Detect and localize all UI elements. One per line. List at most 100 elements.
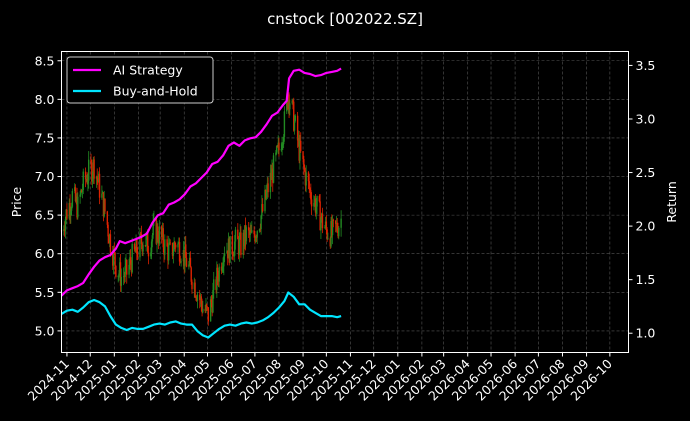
price-body <box>325 221 328 230</box>
price-body <box>207 307 209 322</box>
price-body <box>84 171 87 180</box>
price-body <box>147 252 150 257</box>
price-body <box>261 204 264 212</box>
grid-lines <box>61 51 629 353</box>
price-body <box>267 183 269 193</box>
left-tick-label: 7.0 <box>35 169 55 184</box>
price-body <box>331 221 333 236</box>
price-body <box>281 144 283 150</box>
price-body <box>79 194 81 197</box>
price-body <box>196 294 199 301</box>
price-body <box>75 196 77 202</box>
price-body <box>313 202 315 207</box>
price-body <box>238 237 241 255</box>
price-body <box>283 111 286 137</box>
price-body <box>327 238 329 240</box>
price-body <box>282 144 284 145</box>
price-body <box>300 140 302 152</box>
left-tick-label: 8.0 <box>35 92 55 107</box>
price-body <box>80 189 82 195</box>
price-body <box>256 231 258 238</box>
right-tick-label: 1.0 <box>636 326 656 341</box>
price-body <box>150 241 153 253</box>
price-body <box>216 267 218 290</box>
left-tick-label: 8.5 <box>35 53 55 68</box>
price-body <box>315 206 317 213</box>
price-body <box>136 239 138 255</box>
price-body <box>255 237 258 238</box>
chart-title: cnstock [002022.SZ] <box>267 10 423 28</box>
price-body <box>91 162 93 182</box>
right-tick-label: 2.5 <box>636 165 656 180</box>
price-body <box>95 176 98 179</box>
price-body <box>309 189 311 191</box>
price-body <box>168 242 171 245</box>
price-body <box>291 100 293 104</box>
price-body <box>310 190 312 200</box>
price-body <box>101 193 103 198</box>
price-body <box>107 224 109 237</box>
price-body <box>155 218 157 244</box>
left-tick-label: 5.5 <box>35 285 55 300</box>
price-body <box>68 202 70 219</box>
legend-box <box>66 56 214 104</box>
price-body <box>189 257 192 268</box>
price-body <box>162 228 164 248</box>
price-body <box>329 238 331 247</box>
price-body <box>101 192 104 194</box>
price-body <box>188 264 190 267</box>
price-body <box>221 267 223 271</box>
price-body <box>141 243 143 252</box>
price-body <box>275 152 277 156</box>
price-body <box>178 242 180 244</box>
price-body <box>206 304 208 307</box>
price-body <box>87 180 89 184</box>
price-body <box>205 304 207 312</box>
price-body <box>286 96 288 112</box>
price-body <box>74 187 77 202</box>
price-body <box>144 245 147 247</box>
price-body <box>63 229 66 232</box>
price-body <box>133 243 136 250</box>
price-body <box>277 142 279 147</box>
price-body <box>199 296 202 301</box>
price-body <box>336 222 338 231</box>
price-body <box>278 142 280 151</box>
left-axis: 5.0 5.5 6.0 6.5 7.0 7.5 8.0 8.5 <box>35 53 62 338</box>
price-body <box>151 235 154 242</box>
price-body <box>190 267 192 282</box>
price-body <box>324 221 327 228</box>
price-body <box>204 308 206 312</box>
price-body <box>118 273 120 276</box>
price-body <box>280 149 283 151</box>
price-body <box>250 230 252 233</box>
price-body <box>251 230 253 233</box>
price-body <box>337 230 339 237</box>
price-body <box>108 236 110 244</box>
price-body <box>211 302 213 313</box>
price-body <box>324 227 326 229</box>
price-body <box>129 257 131 265</box>
price-body <box>106 211 109 225</box>
price-body <box>169 242 171 244</box>
right-axis-label: Return <box>664 181 679 222</box>
price-body <box>174 242 176 245</box>
price-body <box>185 244 187 258</box>
legend: AI Strategy Buy-and-Hold <box>66 56 214 104</box>
price-body <box>114 252 116 266</box>
price-body <box>145 235 147 247</box>
price-body <box>237 229 239 240</box>
price-body <box>92 159 95 176</box>
price-body <box>157 226 159 240</box>
price-body <box>108 234 111 244</box>
price-body <box>266 183 269 191</box>
price-body <box>164 239 166 255</box>
buy-and-hold-line <box>60 291 342 339</box>
price-body <box>226 250 228 254</box>
price-body <box>244 225 247 242</box>
price-body <box>298 137 300 161</box>
price-body <box>98 173 101 198</box>
price-body <box>234 229 237 242</box>
price-body <box>173 242 175 252</box>
